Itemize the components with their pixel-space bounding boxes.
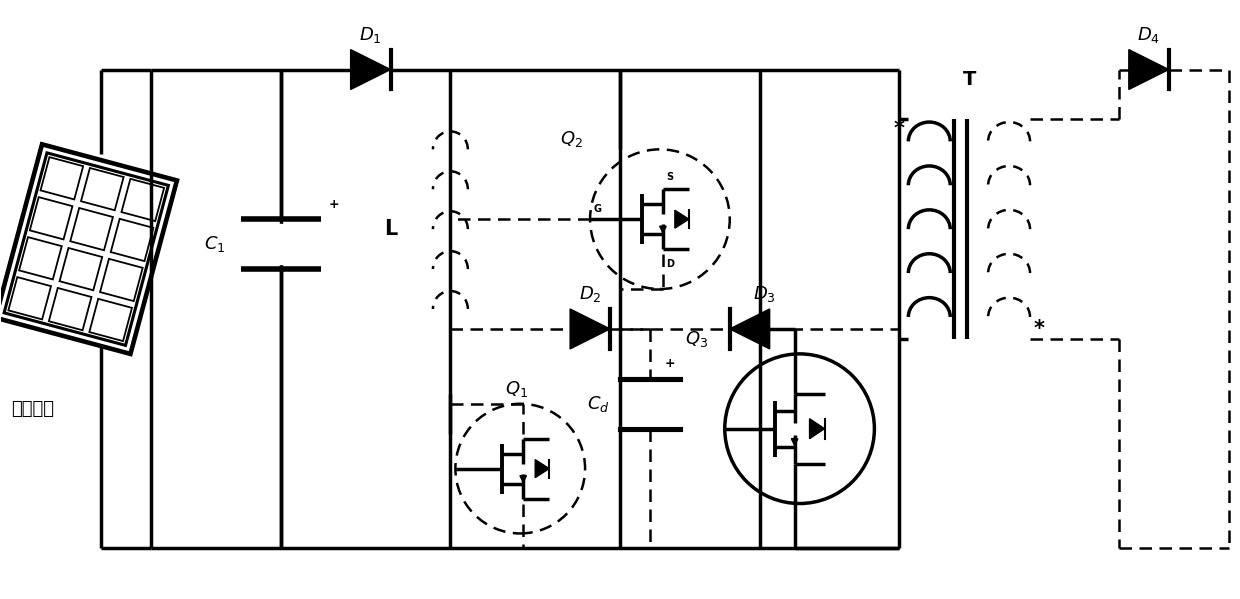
- Text: T: T: [962, 70, 976, 89]
- Polygon shape: [351, 50, 391, 89]
- Text: L: L: [384, 219, 397, 239]
- Text: D: D: [666, 259, 673, 269]
- Text: $C_1$: $C_1$: [205, 234, 226, 254]
- Polygon shape: [730, 309, 770, 349]
- Text: $Q_2$: $Q_2$: [560, 129, 583, 149]
- Polygon shape: [675, 210, 689, 228]
- Text: $D_2$: $D_2$: [579, 284, 601, 304]
- Text: +: +: [665, 358, 676, 370]
- Polygon shape: [570, 309, 610, 349]
- Text: *: *: [894, 119, 905, 140]
- Text: $D_1$: $D_1$: [360, 25, 382, 44]
- Polygon shape: [1128, 50, 1169, 89]
- Text: $D_3$: $D_3$: [753, 284, 776, 304]
- Text: S: S: [666, 173, 673, 182]
- Text: 光伏组件: 光伏组件: [11, 400, 55, 418]
- Polygon shape: [810, 419, 825, 438]
- Text: +: +: [329, 198, 340, 211]
- Text: $Q_3$: $Q_3$: [684, 329, 708, 349]
- Text: G: G: [593, 204, 601, 214]
- Text: $Q_1$: $Q_1$: [505, 379, 528, 399]
- Text: *: *: [1033, 319, 1044, 339]
- Polygon shape: [536, 459, 549, 477]
- Text: $C_d$: $C_d$: [588, 394, 610, 414]
- Text: $D_4$: $D_4$: [1137, 25, 1161, 44]
